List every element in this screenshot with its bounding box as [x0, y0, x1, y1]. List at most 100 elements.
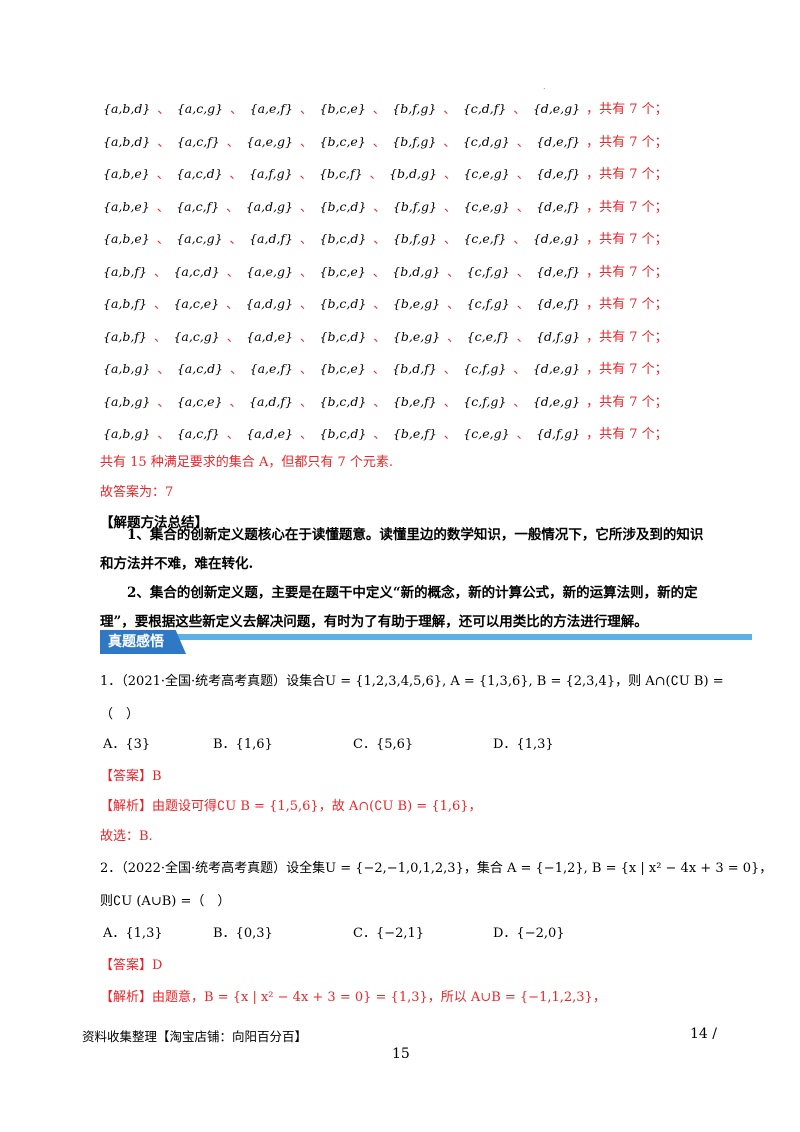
set-separator: 、: [299, 393, 313, 409]
set-separator: 、: [513, 361, 526, 376]
q2-option-a: A．{1,3}: [103, 926, 163, 941]
set-separator: 、: [516, 426, 530, 441]
heading-stripe: [160, 634, 752, 640]
set-separator: 、: [226, 198, 239, 214]
set-item: {b,f,g}: [392, 231, 437, 246]
row-count-note: ，共有 7 个；: [586, 297, 668, 312]
set-separator: 、: [157, 133, 170, 149]
set-separator: 、: [226, 263, 240, 279]
row-count-note: ，共有 7 个；: [586, 167, 668, 182]
set-item: {a,d,g}: [245, 198, 293, 214]
set-separator: 、: [226, 426, 240, 441]
set-separator: 、: [443, 166, 457, 181]
q1-option-c: C．{5,6}: [353, 737, 414, 752]
set-item: {c,d,f}: [462, 101, 507, 116]
set-separator: 、: [447, 296, 460, 311]
method-title: 【解题方法总结】: [100, 515, 208, 531]
set-separator: 、: [300, 231, 313, 246]
set-separator: 、: [516, 198, 530, 214]
set-separator: 、: [299, 296, 313, 311]
q2-answer-tag: 【答案】: [100, 958, 153, 973]
set-item: {d,e,g}: [532, 231, 581, 246]
set-item: {d,e,f}: [536, 263, 581, 279]
q1-answer-value: B: [152, 769, 162, 784]
set-item: {d,e,g}: [532, 361, 581, 376]
set-row: {a,b,e} 、 {a,c,g} 、 {a,d,f} 、 {b,c,d} 、 {b,f,g} 、…: [103, 228, 668, 247]
set-separator: 、: [373, 231, 386, 246]
set-item: {c,e,g}: [463, 426, 510, 441]
set-item: {a,c,f}: [176, 133, 220, 149]
set-item: {a,b,e}: [103, 166, 150, 181]
q1-option-a: A．{3}: [103, 737, 151, 752]
set-separator: 、: [300, 361, 313, 376]
footer-page-number: 15: [392, 1046, 410, 1062]
row-count-note: ，共有 7 个；: [586, 394, 668, 410]
set-item: {b,e,g}: [392, 296, 441, 311]
set-item: {b,d,g}: [389, 166, 437, 181]
set-item: {c,f,g}: [463, 361, 507, 376]
set-item: {b,e,f}: [392, 393, 437, 409]
set-item: {a,e,f}: [249, 101, 293, 116]
set-item: {b,c,d}: [319, 393, 367, 409]
set-separator: 、: [373, 393, 386, 409]
set-separator: 、: [516, 166, 530, 181]
set-item: {d,f,g}: [536, 426, 581, 441]
set-separator: 、: [443, 198, 457, 214]
set-separator: 、: [153, 263, 167, 279]
set-item: {a,c,f}: [176, 426, 220, 441]
set-item: {a,d,e}: [246, 426, 293, 441]
set-row: {a,b,f} 、 {a,c,d} 、 {a,e,g} 、 {b,c,e} 、 {b,d,g} 、…: [103, 261, 668, 280]
set-separator: 、: [156, 166, 170, 181]
q1-analysis-tag: 【解析】: [100, 799, 153, 814]
section-heading: 真题感悟: [100, 630, 186, 654]
row-count-note: ，共有 7 个；: [586, 264, 668, 280]
set-separator: 、: [300, 426, 313, 441]
row-count-note: ，共有 7 个；: [586, 232, 668, 247]
set-separator: 、: [443, 361, 457, 376]
row-count-note: ，共有 7 个；: [586, 362, 668, 377]
set-separator: 、: [373, 198, 386, 214]
set-item: {b,c,e}: [319, 361, 366, 376]
set-item: {a,c,g}: [176, 231, 223, 246]
set-separator: 、: [516, 328, 530, 344]
q2-option-b: B．{0,3}: [213, 926, 273, 941]
set-separator: 、: [229, 393, 243, 409]
set-item: {a,e,g}: [246, 263, 293, 279]
set-item: {a,c,f}: [176, 198, 220, 214]
set-separator: 、: [513, 231, 526, 246]
set-item: {d,e,f}: [536, 198, 581, 214]
set-separator: 、: [300, 133, 313, 149]
set-item: {a,b,f}: [103, 328, 147, 344]
set-separator: 、: [447, 263, 460, 279]
set-separator: 、: [372, 133, 386, 149]
set-separator: 、: [230, 101, 243, 116]
set-item: {b,d,f}: [392, 361, 437, 376]
row-count-note: ，共有 7 个；: [586, 134, 668, 150]
set-separator: 、: [157, 101, 170, 116]
set-separator: 、: [300, 263, 313, 279]
set-row: {a,b,g} 、 {a,c,e} 、 {a,d,f} 、 {b,c,d} 、 {b,e,f} 、…: [103, 391, 668, 410]
set-item: {b,c,e}: [319, 263, 366, 279]
q1-option-b: B．{1,6}: [213, 737, 273, 752]
set-separator: 、: [372, 263, 386, 279]
set-item: {b,c,d}: [319, 231, 367, 246]
set-item: {a,e,f}: [249, 361, 293, 376]
set-separator: 、: [300, 101, 313, 116]
set-item: {b,c,d}: [319, 426, 367, 441]
set-item: {b,f,g}: [392, 101, 437, 116]
q1-paren: （ ）: [100, 707, 140, 722]
set-item: {a,f,g}: [249, 166, 293, 181]
footer-page-fraction: 14 /: [690, 1026, 717, 1042]
set-separator: 、: [447, 328, 460, 344]
set-item: {a,c,d}: [176, 361, 224, 376]
set-separator: 、: [230, 361, 243, 376]
q1-conclusion: 故选：B.: [100, 829, 153, 844]
set-item: {a,c,e}: [176, 393, 223, 409]
set-row: {a,b,f} 、 {a,c,g} 、 {a,d,e} 、 {b,c,d} 、 {b,e,g} 、…: [103, 326, 668, 345]
q1-option-d: D．{1,3}: [493, 737, 554, 752]
set-separator: 、: [513, 101, 526, 116]
set-separator: 、: [516, 133, 530, 149]
q2-option-d: D．{−2,0}: [493, 926, 565, 941]
q2-analysis: 【解析】由题意，B = {x | x² − 4x + 3 = 0} = {1,3…: [100, 986, 606, 1005]
set-item: {a,c,g}: [176, 101, 224, 116]
